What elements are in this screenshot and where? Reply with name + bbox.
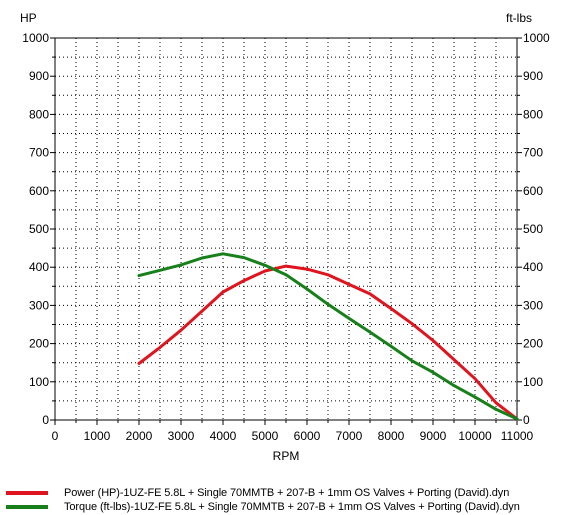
y-tick-label-right: 900 [523,69,543,83]
y-tick-label-left: 700 [29,146,49,160]
x-tick-label: 5000 [252,429,279,443]
y-axis-left-title: HP [20,11,37,25]
y-tick-label-left: 400 [29,260,49,274]
tick-labels: 0 1000 2000 3000 4000 5000 6000 7000 8000 9000 100… [22,31,550,443]
y-tick-label-right: 1000 [523,31,550,45]
y-tick-label-right: 0 [523,413,530,427]
power-line [137,264,519,421]
y-tick-label-right: 800 [523,107,543,121]
y-tick-label-right: 500 [523,222,543,236]
legend-swatch-power [6,491,48,495]
axes [50,37,522,425]
y-tick-label-left: 500 [29,222,49,236]
legend: Power (HP)-1UZ-FE 5.8L + Single 70MMTB +… [6,486,576,514]
x-tick-label: 11000 [501,429,534,443]
x-tick-label: 4000 [210,429,237,443]
grid [54,37,518,421]
legend-label-torque: Torque (ft-lbs)-1UZ-FE 5.8L + Single 70M… [64,501,520,513]
x-tick-label: 8000 [378,429,405,443]
y-tick-label-right: 300 [523,298,543,312]
dyno-chart: 0 1000 2000 3000 4000 5000 6000 7000 8000 9000 100… [20,11,550,463]
legend-item-torque: Torque (ft-lbs)-1UZ-FE 5.8L + Single 70M… [6,500,576,514]
y-tick-label-left: 0 [42,413,49,427]
legend-swatch-torque [6,505,48,509]
y-tick-label-left: 1000 [22,31,49,45]
y-tick-label-left: 900 [29,69,49,83]
x-axis-title: RPM [273,449,300,463]
x-tick-label: 0 [52,429,59,443]
x-tick-label: 1000 [84,429,111,443]
y-tick-label-left: 200 [29,337,49,351]
x-tick-label: 3000 [168,429,195,443]
y-tick-label-right: 100 [523,375,543,389]
y-tick-label-right: 400 [523,260,543,274]
y-tick-label-left: 100 [29,375,49,389]
x-tick-label: 10000 [458,429,492,443]
torque-line [137,252,519,421]
legend-item-power: Power (HP)-1UZ-FE 5.8L + Single 70MMTB +… [6,486,576,500]
legend-label-power: Power (HP)-1UZ-FE 5.8L + Single 70MMTB +… [64,487,510,499]
y-axis-right-title: ft-lbs [506,11,532,25]
y-tick-label-left: 600 [29,184,49,198]
y-tick-label-left: 800 [29,107,49,121]
y-tick-label-right: 200 [523,337,543,351]
x-tick-label: 6000 [294,429,321,443]
x-tick-label: 2000 [126,429,153,443]
y-tick-label-right: 600 [523,184,543,198]
series-lines [137,252,519,421]
x-tick-label: 7000 [336,429,363,443]
x-tick-label: 9000 [420,429,447,443]
y-tick-label-left: 300 [29,298,49,312]
y-tick-label-right: 700 [523,146,543,160]
